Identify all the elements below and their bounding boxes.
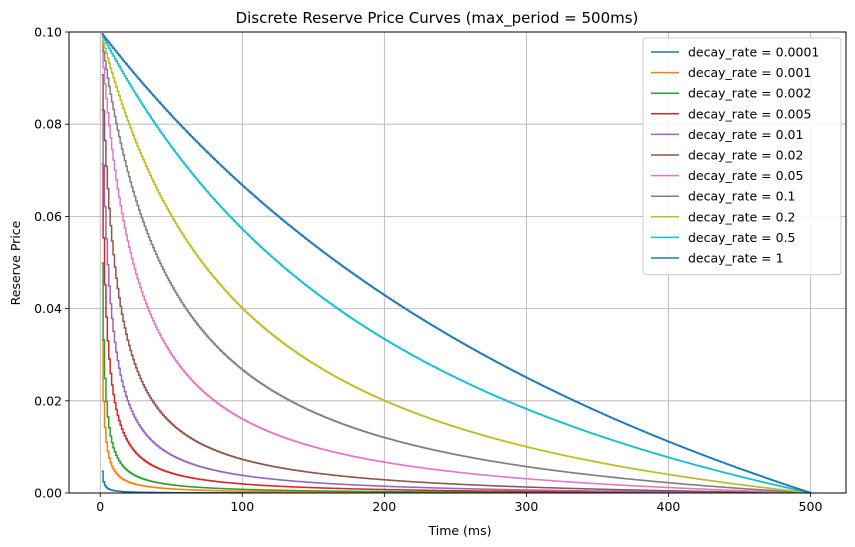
y-tick-label: 0.08 (34, 117, 62, 132)
y-axis-label: Reserve Price (8, 220, 23, 305)
y-tick-label: 0.02 (34, 393, 62, 408)
series-line (101, 74, 812, 493)
x-tick-label: 500 (799, 499, 823, 514)
y-tick-label: 0.04 (34, 301, 62, 316)
plot-frame (68, 31, 847, 494)
legend-label: decay_rate = 0.005 (688, 106, 811, 121)
series-line (101, 34, 812, 493)
x-tick-label: 300 (514, 499, 538, 514)
x-tick-label: 200 (372, 499, 396, 514)
legend-label: decay_rate = 0.5 (688, 230, 796, 245)
legend-label: decay_rate = 0.2 (688, 209, 796, 224)
series-line (101, 108, 812, 493)
legend-label: decay_rate = 0.002 (688, 86, 811, 101)
series-line (101, 33, 812, 493)
legend-label: decay_rate = 1 (688, 251, 784, 266)
chart-title: Discrete Reserve Price Curves (max_perio… (236, 9, 639, 28)
legend-label: decay_rate = 0.001 (688, 65, 811, 80)
x-axis-label: Time (ms) (427, 523, 491, 538)
x-tick-label: 100 (230, 499, 254, 514)
series-line (101, 49, 812, 493)
legend-label: decay_rate = 0.01 (688, 127, 803, 142)
legend-label: decay_rate = 0.02 (688, 148, 803, 163)
series-line (101, 338, 811, 493)
legend: decay_rate = 0.0001 decay_rate = 0.001 dec… (642, 37, 842, 276)
axis-ticks: 0 100 200 300 400 500 0.00 0.02 0.04 0.06 0.08 0.10 (34, 25, 822, 515)
x-tick-label: 400 (657, 499, 681, 514)
legend-label: decay_rate = 0.1 (688, 189, 796, 204)
legend-label: decay_rate = 0.05 (688, 168, 803, 183)
y-tick-label: 0.00 (34, 486, 62, 501)
y-tick-label: 0.10 (34, 25, 62, 40)
x-tick-label: 0 (96, 499, 104, 514)
y-tick-label: 0.06 (34, 209, 62, 224)
legend-box (642, 37, 842, 276)
legend-label: decay_rate = 0.0001 (688, 45, 819, 60)
series-line (101, 36, 812, 493)
series-line (101, 41, 812, 493)
